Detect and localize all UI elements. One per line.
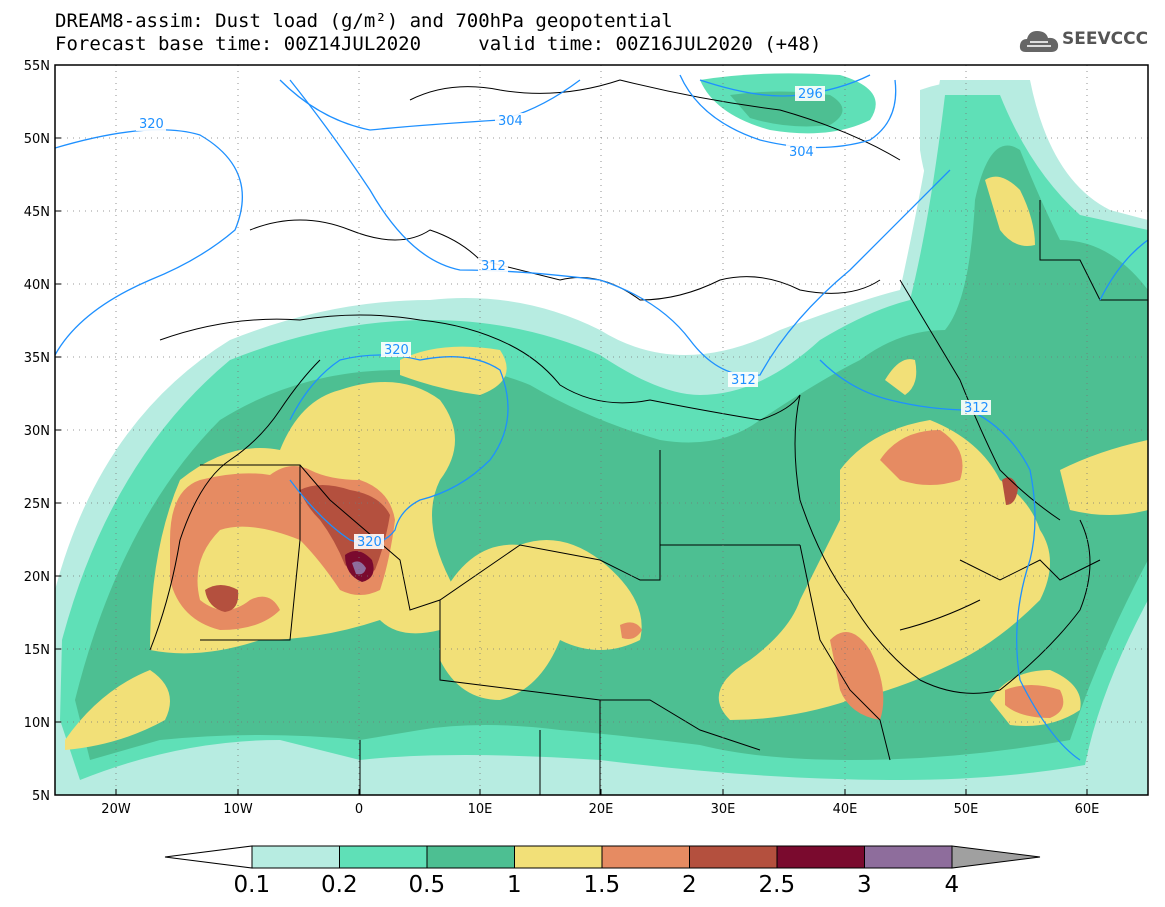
map-title: DREAM8-assim: Dust load (g/m²) and 700hP… [55,10,821,56]
cloud-logo-icon [1019,31,1059,52]
base-time-label: Forecast base time: 00Z14JUL2020 [55,33,422,55]
graticule [55,65,1148,795]
colorbar-label: 0.5 [408,872,446,898]
lon-label: 0 [355,802,363,817]
lat-label: 15N [24,643,50,658]
dust-region-2-gulf [1002,477,1018,505]
colorbar-swatches [251,845,953,869]
dust-region-1-sahel [440,540,642,700]
dust-region-1-iraq [885,359,917,395]
lon-label: 10W [223,802,253,817]
title-line-2: Forecast base time: 00Z14JUL2020 valid t… [55,33,821,56]
contour-label: 296 [798,87,823,102]
colorbar-label: 2 [682,872,697,898]
dust-region-2-mauritania [205,585,239,612]
colorbar-label: 0.1 [233,872,271,898]
colorbar-swatch [689,845,778,869]
colorbar-label: 1.5 [583,872,621,898]
lon-label: 50E [954,802,979,817]
contour-label: 320 [357,535,382,550]
lat-label: 40N [24,278,50,293]
colorbar-label: 1 [507,872,522,898]
contour-labels: 320 304 296 304 312 320 320 312 312 [136,86,991,550]
contour-304-north [279,79,581,131]
lat-label: 20N [24,570,50,585]
contour-312 [289,79,951,377]
contour-312-far-east [1099,239,1148,301]
lon-label: 20E [589,802,614,817]
title-line-1: DREAM8-assim: Dust load (g/m²) and 700hP… [55,10,673,32]
contour-label: 320 [139,117,164,132]
dust-region-1.5-chad [620,622,642,639]
colorbar-label: 0.2 [321,872,358,898]
colorbar-frame [251,845,953,869]
colorbar-swatch [776,845,865,869]
colorbar-swatch [514,845,603,869]
latitude-labels: 55N 50N 45N 40N 35N 30N 25N 20N 15N 10N … [24,59,50,804]
longitude-labels: 20W 10W 0 10E 20E 30E 40E 50E 60E [101,802,1099,817]
dust-region-1.5-arabiansea [1005,685,1064,718]
contour-label: 312 [964,401,989,416]
colorbar-swatch [601,845,690,869]
dust-region-1.5-redsea [830,632,884,720]
colorbar-swatch [339,845,428,869]
dust-region-1-westcoast [65,670,170,750]
lat-label: 10N [24,716,50,731]
colorbar-label: 3 [857,872,872,898]
lat-label: 50N [24,132,50,147]
colorbar [164,845,1041,869]
lat-label: 25N [24,497,50,512]
colorbar-over-arrow [951,845,1041,869]
lat-label: 30N [24,424,50,439]
lon-label: 40E [833,802,858,817]
seevccc-logo: SEEVCCC [1018,26,1148,58]
lat-label: 45N [24,205,50,220]
dust-region-4 [352,561,366,575]
dust-field: 320 304 296 304 312 320 320 312 312 [55,65,1148,795]
colorbar-swatch [426,845,515,869]
colorbar-swatch [251,845,340,869]
colorbar-swatch [864,845,953,869]
dust-region-1.5-arabia [880,430,963,485]
contour-label: 312 [481,259,506,274]
colorbar-label: 4 [944,872,960,898]
contour-label: 304 [498,114,523,129]
country-borders [149,79,1148,795]
colorbar-label: 2.5 [758,872,796,898]
contour-312-east [819,359,1081,761]
lat-label: 55N [24,59,50,74]
contour-label: 320 [384,343,409,358]
logo-text: SEEVCCC [1062,29,1149,49]
contour-label: 312 [731,373,756,388]
dust-region-2-mali [300,485,390,574]
contour-label: 304 [789,145,814,160]
dust-region-1-arabia [718,420,1050,720]
lat-label: 35N [24,351,50,366]
lon-label: 60E [1075,802,1100,817]
colorbar-under-arrow [164,845,253,869]
lon-label: 20W [101,802,131,817]
lon-label: 10E [468,802,493,817]
valid-time-label: valid time: 00Z16JUL2020 (+48) [478,33,822,55]
tick-marks [55,64,1088,796]
lat-label: 5N [32,789,50,804]
dust-region-1-eastarabia [1060,440,1148,515]
lon-label: 30E [711,802,736,817]
